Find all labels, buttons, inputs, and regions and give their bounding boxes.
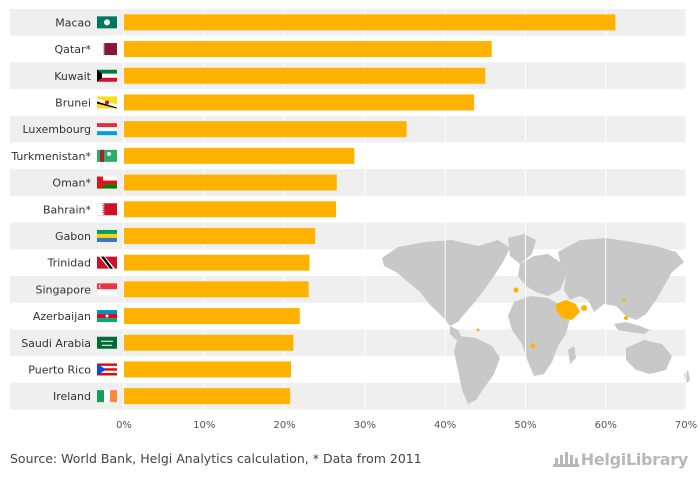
bar	[124, 308, 300, 325]
bar	[124, 14, 616, 31]
brand-name: HelgiLibrary	[580, 450, 689, 469]
flag-luxembourg-icon	[97, 123, 117, 136]
flag-saudi-arabia-icon	[97, 336, 117, 349]
category-label: Qatar*	[55, 43, 92, 56]
bar	[124, 227, 316, 244]
category-label: Ireland	[53, 390, 91, 403]
flag-trinidad-icon	[97, 256, 117, 269]
flag-brunei-icon	[97, 96, 117, 109]
flag-azerbaijan-icon	[97, 310, 117, 323]
bar	[124, 388, 291, 405]
x-tick-label: 0%	[116, 420, 132, 431]
flags	[97, 16, 117, 403]
library-building-icon	[552, 452, 579, 467]
category-label: Saudi Arabia	[21, 337, 91, 350]
category-label: Azerbaijan	[33, 310, 91, 323]
category-label: Puerto Rico	[28, 363, 91, 376]
category-label: Trinidad	[47, 257, 91, 270]
row-background	[10, 382, 686, 410]
world-map	[382, 234, 690, 404]
x-tick-label: 30%	[354, 420, 376, 431]
category-label: Kuwait	[54, 70, 91, 83]
row-background	[10, 169, 686, 196]
category-label: Bahrain*	[43, 203, 92, 216]
source-note: Source: World Bank, Helgi Analytics calc…	[10, 451, 422, 466]
category-label: Oman*	[52, 177, 91, 190]
flag-macao-icon	[97, 16, 117, 29]
bars	[124, 14, 616, 405]
category-label: Gabon	[55, 230, 91, 243]
flag-oman-icon	[97, 176, 117, 189]
x-tick-label: 10%	[193, 420, 215, 431]
bar	[124, 254, 310, 271]
bar	[124, 41, 492, 58]
bar	[124, 334, 294, 351]
bar	[124, 67, 486, 84]
x-tick-label: 20%	[273, 420, 295, 431]
bar	[124, 281, 309, 298]
bar	[124, 361, 291, 378]
x-axis-ticks: 0% 10% 20% 30% 40% 50% 60% 70%	[116, 420, 697, 431]
category-label: Turkmenistan*	[10, 150, 91, 163]
x-tick-label: 70%	[675, 420, 697, 431]
flag-kuwait-icon	[97, 69, 117, 82]
flag-singapore-icon	[97, 283, 117, 296]
category-label: Macao	[55, 16, 91, 29]
bar	[124, 201, 336, 218]
bar	[124, 121, 407, 138]
category-labels: Macao Qatar* Kuwait Brunei Luxembourg Turkmen…	[10, 16, 91, 403]
category-label: Luxembourg	[22, 123, 91, 136]
x-tick-label: 50%	[514, 420, 536, 431]
bar	[124, 147, 355, 164]
flag-qatar-icon	[97, 43, 117, 56]
category-label: Singapore	[36, 283, 92, 296]
flag-gabon-icon	[97, 229, 117, 242]
map-highlights	[476, 287, 628, 349]
bar	[124, 174, 337, 191]
x-tick-label: 60%	[595, 420, 617, 431]
flag-bahrain-icon	[97, 203, 117, 216]
bar	[124, 94, 475, 111]
x-tick-label: 40%	[434, 420, 456, 431]
helgi-library-logo[interactable]: HelgiLibrary	[552, 449, 689, 469]
flag-ireland-icon	[97, 390, 117, 403]
flag-turkmenistan-icon	[97, 149, 117, 162]
flag-puerto-rico-icon	[97, 363, 117, 376]
category-label: Brunei	[55, 96, 91, 109]
